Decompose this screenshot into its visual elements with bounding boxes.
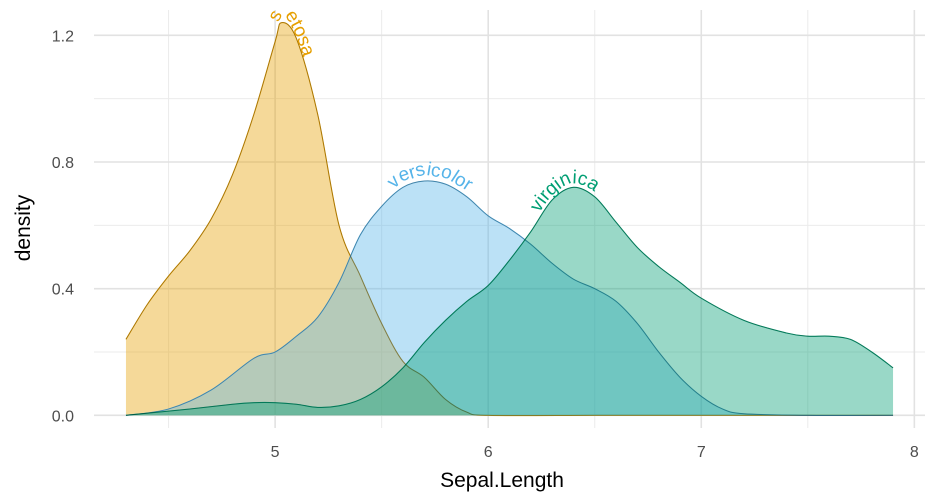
x-tick-label: 8 xyxy=(910,444,919,461)
y-tick-label: 0.4 xyxy=(52,282,74,299)
x-tick-label: 7 xyxy=(697,444,706,461)
density-line-virginica xyxy=(125,186,894,416)
y-axis-title: density xyxy=(12,194,35,261)
density-outline-setosa xyxy=(125,22,894,417)
tick-labels: 5 6 7 8 0.0 0.4 0.8 1.2 xyxy=(52,28,919,461)
y-tick-label: 1.2 xyxy=(52,28,74,45)
density-area-versicolor xyxy=(125,180,894,416)
density-outline-virginica xyxy=(125,186,894,416)
y-tick-label: 0.8 xyxy=(52,155,74,172)
density-line-versicolor xyxy=(125,180,894,416)
grid-layer xyxy=(94,10,925,428)
density-outline-versicolor xyxy=(125,180,894,416)
y-tick-label: 0.0 xyxy=(52,408,74,425)
x-tick-label: 5 xyxy=(271,444,280,461)
series-layer xyxy=(125,22,894,417)
x-tick-label: 6 xyxy=(484,444,493,461)
density-line-setosa xyxy=(125,22,894,417)
density-area-virginica xyxy=(125,187,894,416)
x-axis-title: Sepal.Length xyxy=(440,469,564,492)
